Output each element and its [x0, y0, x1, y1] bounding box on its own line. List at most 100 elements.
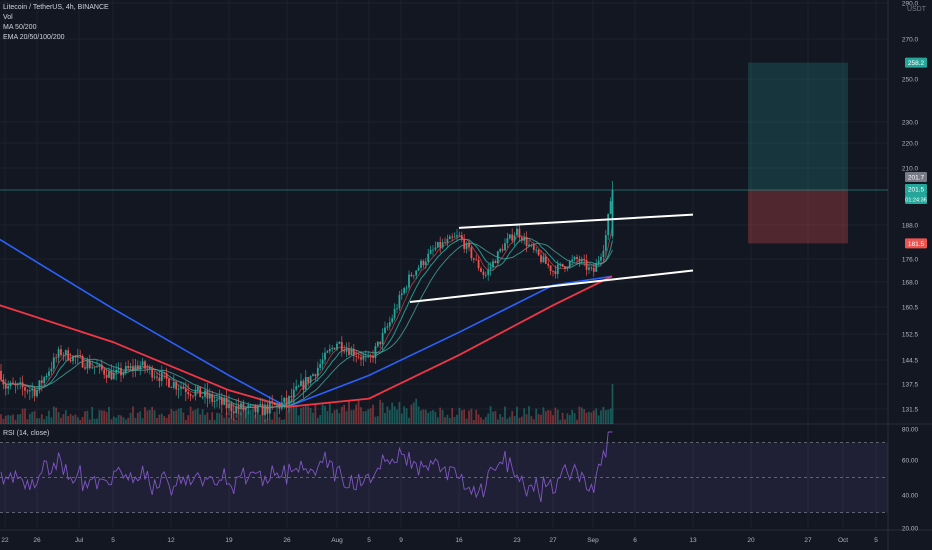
volume-bar — [333, 410, 336, 424]
volume-bar — [607, 409, 610, 424]
candle-body — [566, 267, 569, 269]
volume-bar — [74, 414, 77, 424]
volume-bar — [573, 413, 576, 424]
volume-bar — [242, 408, 245, 424]
candle-body — [595, 263, 598, 272]
volume-bar — [165, 417, 168, 424]
candle-body — [355, 355, 358, 357]
volume-bar — [355, 404, 358, 424]
candle-body — [55, 357, 58, 359]
candle-body — [552, 271, 554, 272]
candle-body — [256, 405, 259, 413]
time-tick-label: 23 — [513, 537, 521, 544]
candle-body — [518, 228, 521, 238]
candle-body — [508, 234, 511, 239]
volume-bar — [21, 408, 24, 424]
volume-bar — [38, 418, 41, 424]
candle-body — [417, 267, 420, 271]
candle-body — [576, 257, 578, 260]
price-tag-text: 201.5 — [908, 186, 925, 193]
volume-bar — [405, 408, 408, 424]
volume-bar — [420, 410, 422, 424]
candle-body — [187, 392, 190, 395]
candle-body — [292, 389, 295, 398]
candle-body — [136, 365, 139, 370]
volume-bar — [268, 418, 271, 424]
volume-bar — [611, 384, 614, 424]
candle-body — [520, 237, 523, 241]
candle-body — [7, 385, 10, 389]
candle-body — [160, 372, 163, 381]
volume-bar — [396, 409, 398, 424]
candle-body — [422, 260, 425, 266]
long-position-tool[interactable] — [0, 62, 888, 244]
candle-body — [28, 390, 31, 392]
candle-body — [590, 267, 593, 269]
channel-lines[interactable] — [409, 213, 694, 303]
candle-body — [609, 201, 612, 214]
price-tag-text: 01:24:36 — [905, 197, 926, 203]
ema-indicator-label[interactable]: EMA 20/50/100/200 — [3, 34, 65, 41]
ma-50-line — [0, 223, 613, 410]
volume-bar — [81, 416, 84, 424]
rsi-indicator-label[interactable]: RSI (14, close) — [3, 430, 50, 437]
volume-bar — [132, 406, 134, 424]
channel-upper-line — [458, 213, 694, 229]
candle-body — [45, 375, 48, 378]
volume-bar — [278, 417, 281, 424]
candle-body — [16, 383, 19, 385]
candle-body — [165, 373, 168, 379]
volume-bar — [343, 404, 346, 424]
volume-bar — [52, 406, 55, 424]
volume-bar — [314, 404, 317, 424]
volume-bar — [561, 412, 564, 424]
candle-body — [528, 244, 530, 247]
price-tag-box — [905, 238, 927, 249]
volume-bar — [362, 411, 365, 424]
volume-bar — [381, 402, 384, 424]
volume-bar — [60, 417, 62, 424]
price-tag-box — [905, 184, 927, 194]
candle-body — [446, 239, 449, 243]
ma-indicator-label[interactable]: MA 50/200 — [3, 24, 37, 31]
volume-bar — [444, 417, 446, 424]
candle-body — [516, 228, 518, 236]
candle-body — [232, 411, 235, 414]
candle-body — [396, 308, 398, 310]
vol-indicator-label[interactable]: Vol — [3, 14, 13, 21]
candle-body — [307, 377, 310, 383]
candle-body — [271, 401, 274, 404]
volume-bar — [175, 410, 178, 424]
volume-bar — [415, 398, 418, 424]
candle-body — [314, 374, 317, 377]
volume-bar — [72, 415, 74, 424]
moving-averages — [0, 223, 613, 410]
volume-bar — [134, 417, 137, 424]
candle-body — [343, 350, 346, 352]
price-tick-label: 168.0 — [902, 280, 919, 287]
volume-bar — [556, 409, 559, 424]
volume-bar — [549, 410, 552, 424]
volume-bar — [228, 417, 230, 424]
volume-bar — [196, 408, 199, 424]
candle-body — [540, 255, 542, 263]
symbol-title[interactable]: Litecoin / TetherUS, 4h, BINANCE — [3, 4, 109, 11]
volume-bar — [19, 414, 22, 424]
volume-bar — [100, 410, 103, 424]
candle-body — [196, 386, 199, 391]
volume-bar — [127, 417, 130, 424]
candle-body — [453, 236, 456, 238]
candle-body — [129, 366, 132, 369]
price-tick-label: 290.0 — [902, 1, 919, 8]
candle-body — [482, 271, 485, 276]
volume-bar — [499, 414, 502, 424]
volume-bar — [465, 418, 468, 424]
volume-bar — [350, 410, 353, 424]
candle-body — [213, 400, 216, 402]
volume-bar — [468, 410, 470, 424]
candle-body — [573, 257, 576, 260]
volume-bar — [252, 408, 254, 424]
candle-body — [424, 261, 427, 266]
